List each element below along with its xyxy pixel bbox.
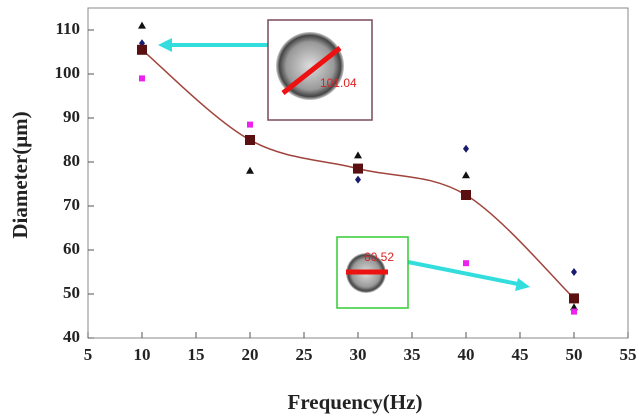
x-tick-label: 35: [404, 345, 421, 364]
x-tick-label: 5: [84, 345, 93, 364]
measure-line: [281, 46, 342, 95]
arrow-head: [515, 278, 530, 291]
x-tick-label: 15: [188, 345, 205, 364]
square-marker: [247, 121, 253, 128]
triangle-marker: [138, 21, 146, 29]
y-tick-label: 110: [55, 19, 80, 38]
x-tick-label: 50: [566, 345, 583, 364]
y-tick-label: 40: [63, 327, 80, 346]
diamond-marker: [355, 175, 361, 184]
y-tick-label: 90: [63, 107, 80, 126]
x-tick-label: 45: [512, 345, 529, 364]
x-tick-label: 40: [458, 345, 475, 364]
triangle-marker: [246, 166, 254, 174]
y-tick-label: 80: [63, 151, 80, 170]
diamond-marker: [463, 144, 469, 153]
y-axis-label: Diameter(μm): [8, 111, 32, 238]
diamond-marker: [571, 268, 577, 276]
mean-marker: [137, 44, 147, 55]
square-marker: [139, 75, 145, 82]
square-marker: [571, 308, 577, 315]
mean-marker: [461, 190, 471, 200]
square-marker: [463, 260, 469, 267]
mean-marker: [569, 293, 579, 304]
x-tick-label: 30: [350, 345, 367, 364]
triangle-marker: [570, 303, 578, 311]
x-tick-label: 20: [242, 345, 259, 364]
triangle-marker: [354, 151, 362, 159]
x-tick-label: 25: [296, 345, 313, 364]
annotation: 60.52: [364, 250, 394, 264]
y-tick-label: 100: [55, 63, 81, 82]
x-tick-label: 55: [620, 345, 637, 364]
arrow-head: [158, 38, 172, 52]
mean-marker: [353, 163, 363, 174]
x-tick-label: 10: [134, 345, 151, 364]
y-tick-label: 50: [63, 283, 80, 302]
y-tick-label: 70: [63, 195, 80, 214]
triangle-marker: [462, 171, 470, 179]
y-tick-label: 60: [63, 239, 80, 258]
arrow: [407, 260, 519, 286]
x-axis-label: Frequency(Hz): [288, 390, 423, 414]
annotation: 101.04: [320, 76, 357, 90]
mean-marker: [245, 135, 255, 145]
